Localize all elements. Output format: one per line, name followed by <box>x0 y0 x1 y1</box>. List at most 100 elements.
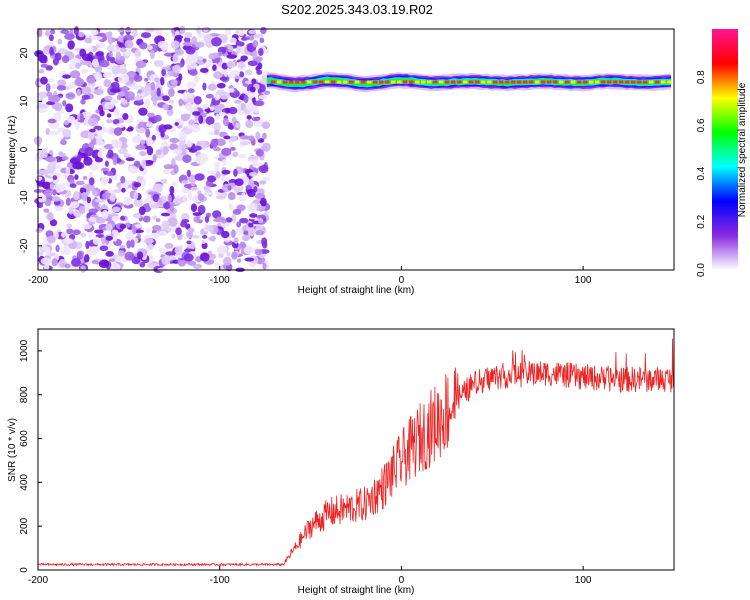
noise-blob <box>125 157 135 162</box>
noise-blob <box>261 237 268 246</box>
signal-peak <box>432 80 438 84</box>
noise-blob <box>239 241 247 249</box>
noise-blob <box>257 88 263 95</box>
noise-blob <box>223 256 232 266</box>
noise-blob <box>179 132 187 141</box>
colorbar: 0.0 0.2 0.4 0.6 0.8 Normalized spectral ampl… <box>696 29 748 277</box>
signal-peak <box>300 80 306 84</box>
noise-blob <box>233 237 239 244</box>
noise-blob <box>248 227 256 237</box>
noise-blob <box>61 55 70 63</box>
noise-blob <box>51 258 58 267</box>
signal-peak <box>396 80 402 84</box>
noise-blob <box>111 65 121 75</box>
noise-blob <box>231 213 237 223</box>
noise-blob <box>185 102 193 112</box>
noise-blob <box>54 52 62 61</box>
signal-peak <box>612 80 618 84</box>
noise-blob <box>37 182 49 187</box>
y-tick-label: 1000 <box>19 339 30 362</box>
noise-blob <box>136 233 141 240</box>
noise-blob <box>65 92 76 100</box>
snr-panel: -200 -100 0 100 0 200 400 600 800 1000 Height of… <box>7 328 675 596</box>
signal-peak <box>588 80 594 84</box>
x-tick-label: -200 <box>28 575 48 586</box>
colorbar-tick-label: 0.2 <box>696 214 707 228</box>
noise-blob <box>226 54 237 59</box>
noise-blob <box>218 112 227 116</box>
noise-blob <box>232 151 239 158</box>
noise-blob <box>115 123 125 129</box>
noise-blob <box>144 98 151 109</box>
noise-blob <box>185 47 196 55</box>
noise-blob <box>78 205 86 215</box>
noise-blob <box>172 181 178 187</box>
signal-peak <box>570 80 576 84</box>
signal-peak <box>552 80 558 84</box>
noise-blob <box>141 178 147 188</box>
signal-peak <box>288 80 294 84</box>
noise-blob <box>66 223 73 228</box>
signal-peak <box>510 80 516 84</box>
noise-blob <box>111 215 120 222</box>
noise-blob <box>180 113 192 118</box>
y-tick-label: 0 <box>19 146 30 152</box>
noise-blob <box>60 247 71 256</box>
noise-blob <box>76 251 84 260</box>
noise-blob <box>222 118 230 127</box>
noise-blob <box>174 122 179 126</box>
noise-blob <box>79 113 84 123</box>
noise-blob <box>248 171 258 177</box>
noise-blob <box>139 42 148 50</box>
noise-blob <box>194 173 205 181</box>
noise-blob <box>154 28 162 35</box>
noise-blob <box>120 175 126 184</box>
noise-blob <box>168 88 175 98</box>
noise-blob <box>157 197 163 206</box>
noise-blob <box>132 225 137 235</box>
noise-blob <box>164 242 174 250</box>
signal-peak <box>282 80 288 84</box>
noise-blob <box>201 234 208 239</box>
noise-blob <box>231 251 238 260</box>
noise-blob <box>234 178 244 186</box>
noise-blob <box>87 117 99 127</box>
noise-blob <box>80 68 89 74</box>
signal-peak <box>480 80 486 84</box>
signal-peak <box>642 80 648 84</box>
noise-blob <box>187 191 193 201</box>
noise-blob <box>133 182 142 188</box>
spectrogram-x-ticks: -200 -100 0 100 <box>28 266 592 286</box>
snr-frame <box>37 328 675 571</box>
noise-blob <box>51 83 57 90</box>
noise-blob <box>186 240 192 245</box>
noise-blob <box>101 192 112 200</box>
noise-blob <box>144 77 149 82</box>
noise-blob <box>213 129 220 136</box>
noise-blob <box>155 148 162 156</box>
noise-blob <box>167 70 175 77</box>
noise-blob <box>162 103 170 111</box>
noise-blob <box>255 162 264 167</box>
noise-blob <box>215 195 226 200</box>
noise-blob <box>40 76 48 85</box>
noise-blob <box>36 150 45 160</box>
noise-blob <box>187 227 195 234</box>
noise-blob <box>210 138 219 148</box>
noise-blob <box>203 191 213 196</box>
noise-blob <box>236 45 241 54</box>
noise-blob <box>122 74 130 83</box>
noise-blob <box>151 134 157 141</box>
noise-blob <box>48 130 60 136</box>
noise-blob <box>237 102 242 112</box>
noise-blob <box>216 245 228 255</box>
noise-blob <box>204 215 210 223</box>
signal-peak <box>666 80 672 84</box>
noise-blob <box>187 174 197 183</box>
noise-blob <box>98 259 110 269</box>
noise-blob <box>75 62 81 69</box>
noise-blob <box>147 112 155 118</box>
noise-blob <box>127 165 138 173</box>
noise-blob <box>123 34 134 41</box>
